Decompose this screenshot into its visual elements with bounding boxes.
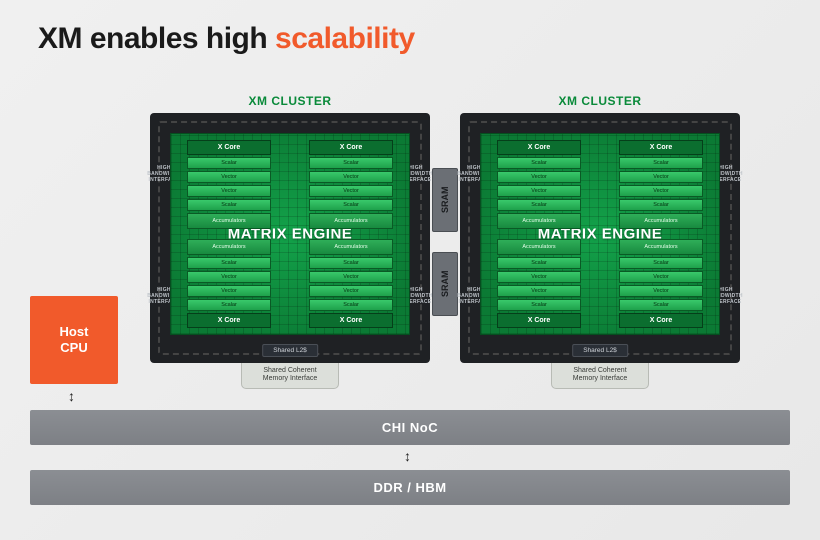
xcore-head: X Core	[619, 313, 703, 328]
cluster-row: XM CLUSTER HIGH BANDWIDTH INTERFACE HIGH…	[30, 94, 790, 389]
xcore-head: X Core	[187, 140, 271, 155]
xm-cluster-1: XM CLUSTER HIGH BANDWIDTH INTERFACE HIGH…	[150, 94, 430, 389]
ddr-hbm-bus: DDR / HBM	[30, 470, 790, 505]
xcore-top-left: X Core Scalar Vector Vector Scalar Accum…	[187, 140, 271, 229]
matrix-engine: MATRIX ENGINE X Core Scalar Vector Vecto…	[170, 133, 410, 335]
xcore-vector: Vector	[619, 185, 703, 197]
xcore-vector: Vector	[619, 271, 703, 283]
xcore-bottom-left: X Core Scalar Vector Vector Scalar Accum…	[187, 239, 271, 328]
xcore-top-right: X Core Scalar Vector Vector Scalar Accum…	[309, 140, 393, 229]
xcore-accumulators: Accumulators	[309, 213, 393, 229]
xcore-scalar: Scalar	[497, 157, 581, 169]
xcore-vector: Vector	[497, 271, 581, 283]
xcore-accumulators: Accumulators	[619, 239, 703, 255]
xcore-vector: Vector	[187, 271, 271, 283]
shared-coherent-interface: Shared Coherent Memory Interface	[241, 362, 339, 389]
xcore-bottom-right: X Core Scalar Vector Vector Scalar Accum…	[309, 239, 393, 328]
xcore-head: X Core	[619, 140, 703, 155]
xcore-vector: Vector	[497, 285, 581, 297]
xcore-vector: Vector	[187, 185, 271, 197]
xcore-vector: Vector	[619, 171, 703, 183]
xcore-scalar: Scalar	[187, 157, 271, 169]
xcore-vector: Vector	[619, 285, 703, 297]
xcore-accumulators: Accumulators	[497, 239, 581, 255]
xcore-scalar: Scalar	[497, 199, 581, 211]
xcore-accumulators: Accumulators	[187, 239, 271, 255]
xcore-head: X Core	[187, 313, 271, 328]
chi-noc-bus: CHI NoC	[30, 410, 790, 445]
cluster-label: XM CLUSTER	[559, 94, 642, 108]
xcore-head: X Core	[497, 313, 581, 328]
xcore-vector: Vector	[497, 171, 581, 183]
xcore-head: X Core	[497, 140, 581, 155]
shared-l2-label: Shared L2$	[262, 344, 318, 357]
arrow-chi-to-ddr-icon: ↕	[404, 448, 411, 464]
xcore-vector: Vector	[309, 271, 393, 283]
cluster-chip: HIGH BANDWIDTH INTERFACE HIGH BANDWIDTH …	[150, 113, 430, 363]
title-pre: XM enables high	[38, 22, 275, 55]
xcore-scalar: Scalar	[187, 257, 271, 269]
xcore-scalar: Scalar	[187, 299, 271, 311]
arrow-host-to-chi-icon: ↕	[68, 388, 75, 404]
xcore-accumulators: Accumulators	[309, 239, 393, 255]
xcore-accumulators: Accumulators	[497, 213, 581, 229]
cluster-label: XM CLUSTER	[249, 94, 332, 108]
xcore-accumulators: Accumulators	[619, 213, 703, 229]
xcore-scalar: Scalar	[309, 257, 393, 269]
page-title: XM enables high scalability	[38, 22, 415, 56]
xcore-scalar: Scalar	[619, 157, 703, 169]
xcore-accumulators: Accumulators	[187, 213, 271, 229]
xcore-bottom-right: X Core Scalar Vector Vector Scalar Accum…	[619, 239, 703, 328]
xcore-head: X Core	[309, 140, 393, 155]
xcore-scalar: Scalar	[497, 299, 581, 311]
xcore-vector: Vector	[187, 285, 271, 297]
xcore-scalar: Scalar	[619, 257, 703, 269]
xcore-vector: Vector	[309, 185, 393, 197]
cluster-chip: HIGH BANDWIDTH INTERFACE HIGH BANDWIDTH …	[460, 113, 740, 363]
shared-coherent-interface: Shared Coherent Memory Interface	[551, 362, 649, 389]
xcore-top-left: X Core Scalar Vector Vector Scalar Accum…	[497, 140, 581, 229]
xcore-head: X Core	[309, 313, 393, 328]
xcore-scalar: Scalar	[309, 299, 393, 311]
shared-l2-label: Shared L2$	[572, 344, 628, 357]
xcore-bottom-left: X Core Scalar Vector Vector Scalar Accum…	[497, 239, 581, 328]
matrix-engine: MATRIX ENGINE X Core Scalar Vector Vecto…	[480, 133, 720, 335]
xcore-scalar: Scalar	[187, 199, 271, 211]
xcore-scalar: Scalar	[619, 299, 703, 311]
xcore-scalar: Scalar	[309, 199, 393, 211]
xcore-scalar: Scalar	[309, 157, 393, 169]
xcore-top-right: X Core Scalar Vector Vector Scalar Accum…	[619, 140, 703, 229]
xcore-scalar: Scalar	[619, 199, 703, 211]
xcore-vector: Vector	[187, 171, 271, 183]
xcore-vector: Vector	[309, 285, 393, 297]
architecture-diagram: XM CLUSTER HIGH BANDWIDTH INTERFACE HIGH…	[30, 94, 790, 389]
xcore-scalar: Scalar	[497, 257, 581, 269]
sram-block: SRAM	[432, 252, 458, 316]
xm-cluster-2: XM CLUSTER HIGH BANDWIDTH INTERFACE HIGH…	[460, 94, 740, 389]
title-accent: scalability	[275, 22, 415, 55]
xcore-vector: Vector	[309, 171, 393, 183]
xcore-vector: Vector	[497, 185, 581, 197]
